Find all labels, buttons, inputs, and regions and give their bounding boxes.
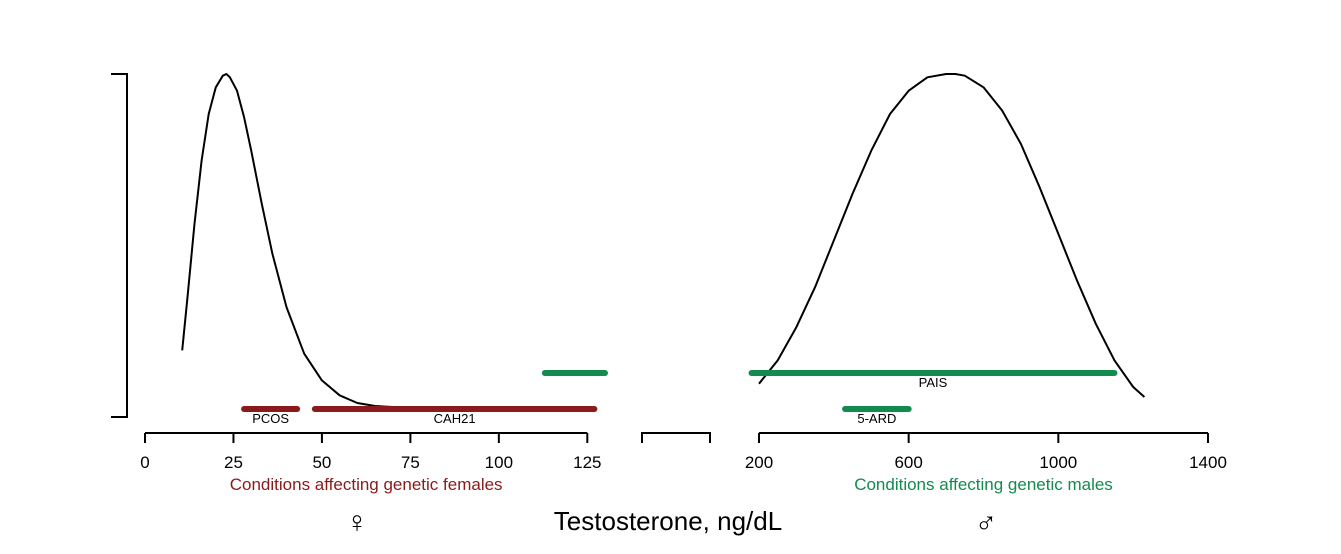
female-distribution-curve bbox=[181, 73, 393, 408]
y-axis bbox=[111, 73, 128, 418]
male-bar-label-pais: PAIS bbox=[919, 375, 948, 390]
male-distribution-curve bbox=[758, 73, 1146, 398]
x-axis-title: Testosterone, ng/dL bbox=[554, 506, 782, 536]
male-condition-caption: Conditions affecting genetic males bbox=[854, 475, 1113, 494]
male-symbol: ♂ bbox=[975, 506, 998, 539]
female-x-tick-label: 25 bbox=[224, 453, 243, 472]
female-x-tick-label: 100 bbox=[485, 453, 513, 472]
male-x-tick-label: 1000 bbox=[1039, 453, 1077, 472]
female-condition-caption: Conditions affecting genetic females bbox=[230, 475, 503, 494]
female-bar-label-cah21: CAH21 bbox=[434, 411, 476, 426]
female-x-tick-label: 75 bbox=[401, 453, 420, 472]
male-panel: 200 600 1000 1400 PAIS 5-ARD Conditions affect… bbox=[745, 73, 1227, 494]
female-x-tick-label: 50 bbox=[312, 453, 331, 472]
male-bar-label-5-ard: 5-ARD bbox=[857, 411, 896, 426]
female-x-tick-label: 0 bbox=[140, 453, 149, 472]
female-x-tick-label: 125 bbox=[573, 453, 601, 472]
male-x-tick-label: 600 bbox=[894, 453, 922, 472]
female-symbol: ♀ bbox=[346, 506, 369, 539]
male-x-tick-label: 200 bbox=[745, 453, 773, 472]
axis-break-segment bbox=[641, 432, 711, 443]
female-bar-label-pcos: PCOS bbox=[252, 411, 289, 426]
female-panel: 0 25 50 75 100 125 PCOS CAH21 Conditions affecti… bbox=[140, 73, 608, 494]
male-x-tick-label: 1400 bbox=[1189, 453, 1227, 472]
y-axis-line bbox=[111, 73, 128, 418]
